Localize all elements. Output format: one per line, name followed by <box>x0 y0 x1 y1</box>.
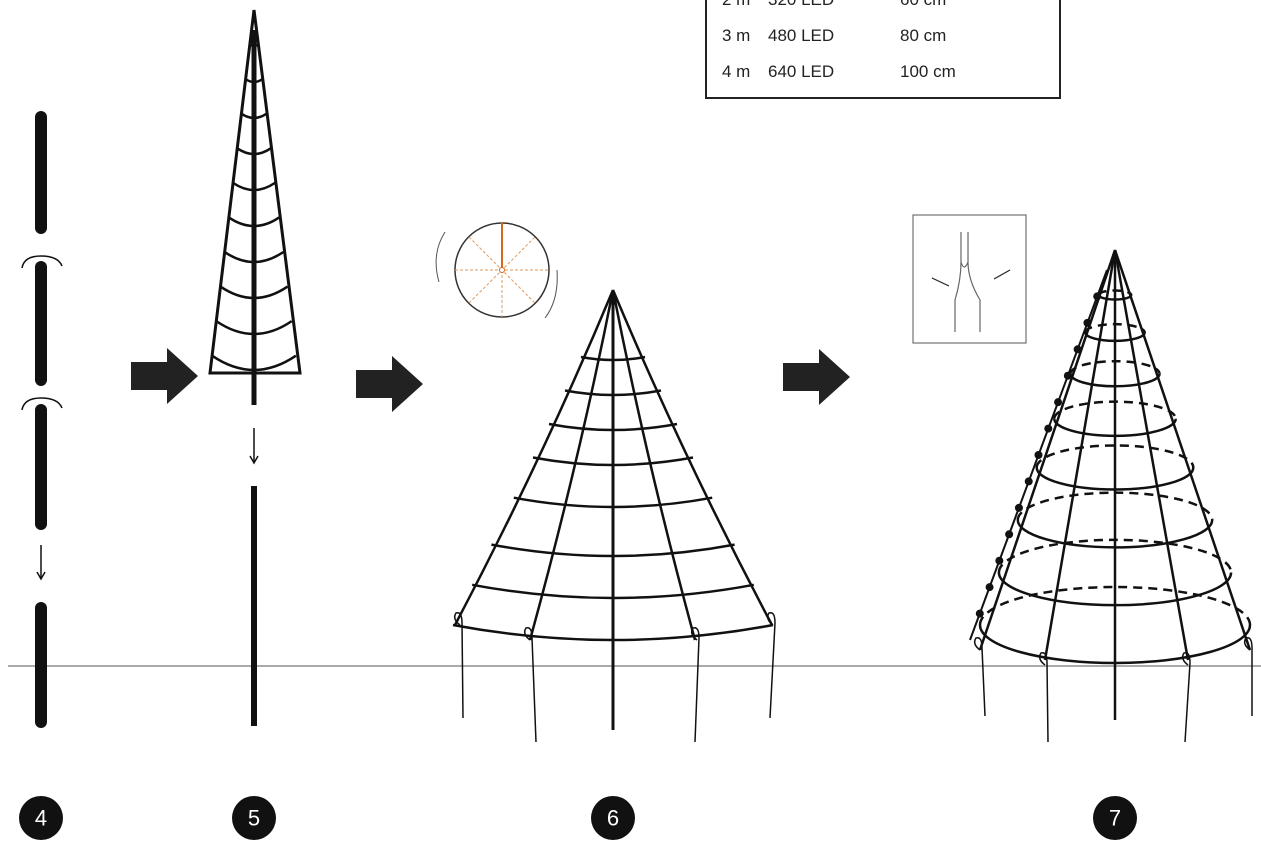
led <box>975 609 984 618</box>
rib <box>1113 249 1190 661</box>
ring <box>491 543 735 558</box>
led <box>1054 398 1063 407</box>
step-number: 6 <box>607 806 619 831</box>
stake <box>1181 651 1191 743</box>
table-cell: 480 LED <box>768 26 834 45</box>
table-cell: 640 LED <box>768 62 834 81</box>
step-badge <box>232 796 276 840</box>
table-cell: 2 m <box>722 0 750 9</box>
stake <box>1243 636 1253 716</box>
led <box>1034 451 1043 459</box>
step-badge <box>19 796 63 840</box>
stake <box>523 626 537 743</box>
led <box>1093 292 1102 301</box>
ring <box>452 623 774 642</box>
table-text: 2 m 320 LED 60 cm 3 m 480 LED 80 cm 4 m 640 LED… <box>722 0 956 81</box>
rotate-arrows <box>21 255 259 581</box>
rotation-inset <box>435 222 558 319</box>
down-arrow-head <box>36 571 46 581</box>
ring <box>249 43 259 48</box>
ring <box>223 250 285 264</box>
rib <box>978 249 1117 651</box>
led <box>995 556 1004 565</box>
led <box>1073 345 1082 354</box>
ring <box>548 422 678 432</box>
rotate-arrow <box>21 255 63 269</box>
ring <box>215 320 293 336</box>
lit-frame <box>969 249 1253 743</box>
size-table <box>705 0 1061 99</box>
folded-rings <box>211 43 297 372</box>
ring <box>513 496 713 509</box>
led <box>1014 503 1023 512</box>
inset-arrows <box>931 269 1011 287</box>
step-number: 4 <box>35 806 47 831</box>
led <box>1063 371 1072 380</box>
ring <box>244 78 264 84</box>
stake <box>1038 651 1049 743</box>
stake <box>766 611 776 719</box>
led <box>985 583 994 592</box>
table-cell: 100 cm <box>900 62 956 81</box>
step-badge <box>1093 796 1137 840</box>
ring <box>211 354 297 372</box>
led <box>1024 477 1033 486</box>
inset-cable <box>954 232 981 332</box>
table-cell: 320 LED <box>768 0 834 9</box>
step-badge <box>591 796 635 840</box>
ring <box>219 285 289 300</box>
table-cell: 80 cm <box>900 26 946 45</box>
table-cell: 4 m <box>722 62 750 81</box>
stake <box>973 636 986 717</box>
folded-frame <box>208 9 302 726</box>
open-frame <box>452 289 776 743</box>
ring <box>471 583 755 600</box>
stake <box>690 626 700 743</box>
table-cell: 3 m <box>722 26 750 45</box>
ring <box>532 456 694 467</box>
led <box>1044 424 1053 433</box>
down-arrow-head <box>249 455 259 465</box>
step-number: 5 <box>248 806 260 831</box>
step-number: 7 <box>1109 806 1121 831</box>
table-cell: 60 cm <box>900 0 946 9</box>
ring <box>564 389 662 397</box>
ring <box>240 112 268 120</box>
step-numbers: 4 5 6 7 <box>19 796 1137 840</box>
ring <box>580 355 646 362</box>
led <box>1083 318 1092 327</box>
ring <box>228 216 280 228</box>
rotate-arrow <box>21 397 63 411</box>
rib <box>1043 249 1117 661</box>
clip-inset <box>912 214 1027 344</box>
ring <box>236 147 272 156</box>
step-arrow <box>356 356 423 412</box>
stake <box>453 611 464 719</box>
inset-center <box>499 267 505 273</box>
ring <box>232 181 276 192</box>
step-arrow <box>783 349 850 405</box>
step-arrow <box>131 348 198 404</box>
arrows <box>131 348 850 412</box>
led <box>1005 530 1014 539</box>
inset-arrows <box>435 231 558 319</box>
inset-box <box>912 214 1027 344</box>
rib <box>1113 249 1252 651</box>
